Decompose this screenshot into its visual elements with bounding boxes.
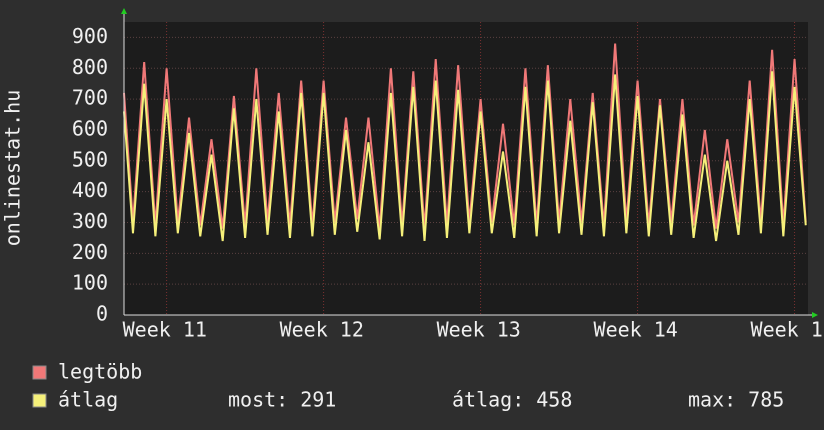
series-line (123, 71, 807, 242)
y-tick-label: 300 (72, 209, 108, 233)
y-tick-label: 700 (72, 86, 108, 110)
y-axis-label: onlinestat.hu (1, 90, 25, 247)
y-arrow (121, 8, 127, 14)
legend-label: legtöbb (58, 360, 142, 384)
stat-label: most: (228, 388, 288, 412)
y-tick-label: 0 (96, 302, 108, 326)
y-tick-label: 900 (72, 24, 108, 48)
y-tick-label: 500 (72, 147, 108, 171)
x-tick-label: Week 12 (280, 318, 364, 342)
stat-value: 291 (300, 388, 336, 412)
lines (123, 43, 807, 242)
y-tick-label: 800 (72, 55, 108, 79)
stat-label: max: (688, 388, 736, 412)
x-tick-label: Week 11 (123, 318, 207, 342)
y-tick-label: 400 (72, 178, 108, 202)
y-tick-label: 600 (72, 116, 108, 140)
stat-value: 785 (748, 388, 784, 412)
stat-label: átlag: (452, 388, 524, 412)
legend-swatch (32, 365, 47, 380)
x-tick-label: Week 14 (594, 318, 678, 342)
x-tick-label: Week 13 (437, 318, 521, 342)
x-tick-label: Week 1 (751, 318, 823, 342)
legend: legtöbb átlag most: 291 átlag: 458 max: 785 (32, 360, 784, 412)
y-tick-label: 200 (72, 240, 108, 264)
stat-value: 458 (536, 388, 572, 412)
series-line (123, 43, 807, 229)
x-arrow (812, 312, 818, 318)
legend-swatch (32, 393, 47, 408)
y-tick-label: 100 (72, 271, 108, 295)
legend-label: átlag (58, 388, 118, 412)
